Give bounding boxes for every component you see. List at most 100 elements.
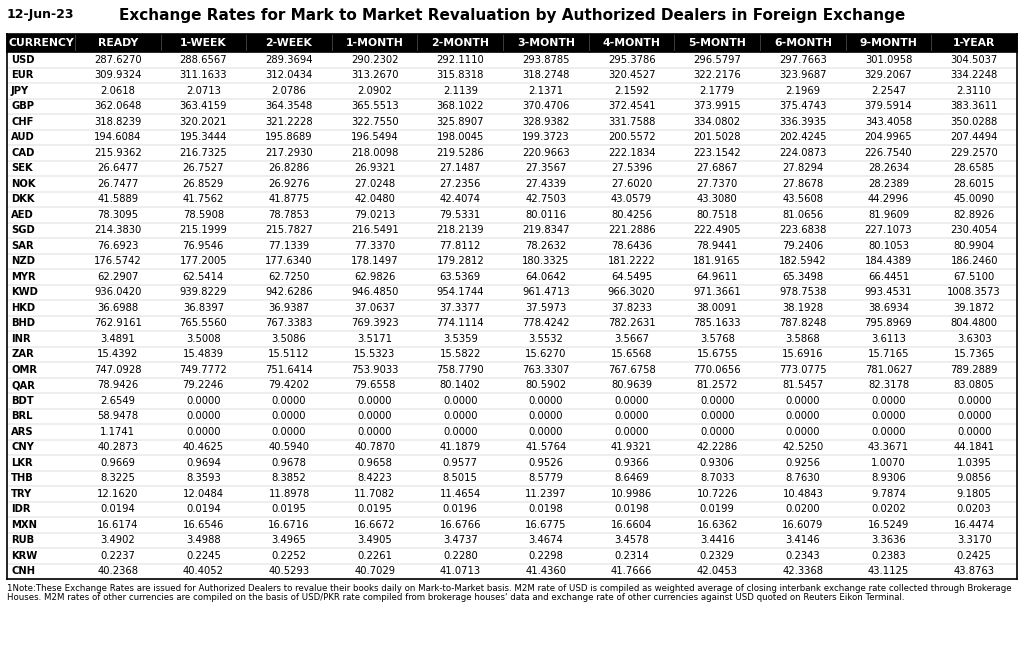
Text: 3.4674: 3.4674 (528, 535, 563, 545)
Text: 27.1487: 27.1487 (439, 163, 481, 174)
Text: 81.0656: 81.0656 (782, 210, 823, 220)
Text: 804.4800: 804.4800 (950, 318, 997, 328)
Text: 78.2632: 78.2632 (525, 240, 566, 251)
Text: 63.5369: 63.5369 (439, 272, 481, 281)
Text: 993.4531: 993.4531 (865, 287, 912, 297)
Text: CAD: CAD (11, 148, 35, 158)
Text: 3.4146: 3.4146 (785, 535, 820, 545)
Text: 38.1928: 38.1928 (782, 303, 823, 313)
Text: 43.3671: 43.3671 (868, 442, 909, 452)
Text: 293.8785: 293.8785 (522, 55, 569, 65)
Text: 27.8678: 27.8678 (782, 179, 823, 188)
Text: 79.5331: 79.5331 (439, 210, 481, 220)
Text: 80.4256: 80.4256 (611, 210, 652, 220)
Text: 8.7033: 8.7033 (700, 473, 734, 483)
Text: 320.2021: 320.2021 (179, 117, 227, 127)
Text: 365.5513: 365.5513 (351, 101, 398, 111)
Text: 773.0775: 773.0775 (779, 365, 826, 375)
Text: 36.9387: 36.9387 (268, 303, 309, 313)
Text: 323.9687: 323.9687 (779, 70, 826, 80)
Text: 0.0000: 0.0000 (528, 411, 563, 421)
Text: 41.5889: 41.5889 (97, 194, 138, 204)
Text: 10.7226: 10.7226 (696, 489, 738, 499)
Text: 939.8229: 939.8229 (179, 287, 227, 297)
Text: 0.0000: 0.0000 (186, 427, 220, 437)
Text: 288.6567: 288.6567 (179, 55, 227, 65)
Text: 363.4159: 363.4159 (179, 101, 227, 111)
Text: 39.1872: 39.1872 (953, 303, 994, 313)
Text: USD: USD (11, 55, 35, 65)
Text: 336.3935: 336.3935 (779, 117, 826, 127)
Text: 3.4578: 3.4578 (614, 535, 649, 545)
Text: BDT: BDT (11, 396, 34, 406)
Text: 0.0000: 0.0000 (443, 396, 477, 406)
Text: 350.0288: 350.0288 (950, 117, 997, 127)
Text: 80.9639: 80.9639 (611, 380, 652, 390)
Text: 44.1841: 44.1841 (953, 442, 994, 452)
Text: 311.1633: 311.1633 (179, 70, 227, 80)
Text: 79.4202: 79.4202 (268, 380, 309, 390)
Text: 27.4339: 27.4339 (525, 179, 566, 188)
Text: SGD: SGD (11, 226, 35, 235)
Text: 12.1620: 12.1620 (97, 489, 138, 499)
Text: 8.6469: 8.6469 (614, 473, 649, 483)
Text: 229.2570: 229.2570 (950, 148, 998, 158)
Text: 216.7325: 216.7325 (179, 148, 227, 158)
Text: 782.2631: 782.2631 (608, 318, 655, 328)
Text: 79.2406: 79.2406 (782, 240, 823, 251)
Text: 749.7772: 749.7772 (179, 365, 227, 375)
Text: 15.6568: 15.6568 (611, 349, 652, 359)
Text: 26.9276: 26.9276 (268, 179, 309, 188)
Text: 767.3383: 767.3383 (265, 318, 312, 328)
Text: 177.6340: 177.6340 (265, 256, 312, 266)
Text: 370.4706: 370.4706 (522, 101, 569, 111)
Text: 64.9611: 64.9611 (696, 272, 738, 281)
Text: 309.9324: 309.9324 (94, 70, 141, 80)
Text: 2.0786: 2.0786 (271, 86, 306, 96)
Text: 287.6270: 287.6270 (94, 55, 141, 65)
Text: 199.3723: 199.3723 (522, 132, 569, 142)
Text: 15.5822: 15.5822 (439, 349, 481, 359)
Text: 80.5902: 80.5902 (525, 380, 566, 390)
Text: 2.0902: 2.0902 (357, 86, 392, 96)
Text: 77.3370: 77.3370 (354, 240, 395, 251)
Text: 26.6477: 26.6477 (97, 163, 138, 174)
Text: 11.2397: 11.2397 (525, 489, 566, 499)
Text: 318.8239: 318.8239 (94, 117, 141, 127)
Text: 215.1999: 215.1999 (179, 226, 227, 235)
Text: 44.2996: 44.2996 (868, 194, 909, 204)
Text: 0.0194: 0.0194 (186, 504, 221, 514)
Text: MXN: MXN (11, 520, 37, 530)
Text: 41.7666: 41.7666 (611, 566, 652, 577)
Text: 180.3325: 180.3325 (522, 256, 569, 266)
Text: 0.0000: 0.0000 (528, 427, 563, 437)
Text: 954.1744: 954.1744 (436, 287, 484, 297)
Text: 195.8689: 195.8689 (265, 132, 312, 142)
Text: 321.2228: 321.2228 (265, 117, 312, 127)
Text: 0.0000: 0.0000 (956, 396, 991, 406)
Text: 2.2547: 2.2547 (871, 86, 906, 96)
Text: 373.9915: 373.9915 (693, 101, 741, 111)
Text: 0.9256: 0.9256 (785, 458, 820, 468)
Text: 42.0453: 42.0453 (696, 566, 737, 577)
Text: 297.7663: 297.7663 (779, 55, 826, 65)
Text: 3.4988: 3.4988 (186, 535, 221, 545)
Text: GBP: GBP (11, 101, 34, 111)
Text: 301.0958: 301.0958 (865, 55, 912, 65)
Text: CHF: CHF (11, 117, 34, 127)
Text: 0.0000: 0.0000 (614, 411, 649, 421)
Text: 16.6546: 16.6546 (182, 520, 224, 530)
Text: 3.4891: 3.4891 (100, 333, 135, 344)
Text: 223.6838: 223.6838 (779, 226, 826, 235)
Text: 3.5171: 3.5171 (357, 333, 392, 344)
Text: KRW: KRW (11, 551, 37, 561)
Text: 16.6775: 16.6775 (525, 520, 566, 530)
Text: 289.3694: 289.3694 (265, 55, 312, 65)
Text: 0.0202: 0.0202 (871, 504, 906, 514)
Text: 8.4223: 8.4223 (357, 473, 392, 483)
Text: 227.1073: 227.1073 (864, 226, 912, 235)
Text: 0.0000: 0.0000 (186, 396, 220, 406)
Text: 781.0627: 781.0627 (864, 365, 912, 375)
Text: 758.7790: 758.7790 (436, 365, 484, 375)
Text: 219.8347: 219.8347 (522, 226, 569, 235)
